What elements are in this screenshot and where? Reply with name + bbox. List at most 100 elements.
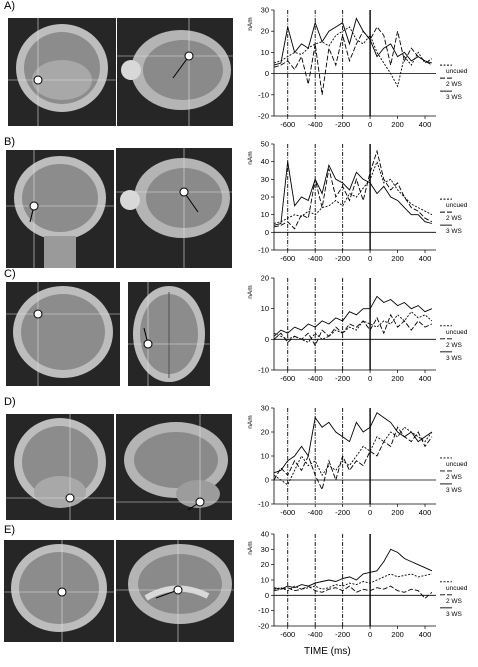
y-tick-label: -10 (258, 90, 269, 99)
x-tick-label: 200 (391, 630, 404, 639)
panel-c: C) -10 0 10 20 -600 -400 -200 0 200 400 nAm uncued 2… (0, 268, 478, 388)
series-line-uncued (273, 311, 433, 343)
y-tick-label: -10 (258, 606, 269, 615)
y-tick-label: 0 (265, 335, 269, 344)
y-unit-label: nAm (247, 541, 254, 554)
y-tick-label: 50 (261, 140, 269, 149)
x-tick-label: 200 (391, 254, 404, 263)
legend-label: 2 WS (446, 215, 463, 222)
panel-label: A) (4, 0, 15, 12)
y-tick-label: -10 (258, 246, 269, 255)
series-line-3-ws (273, 412, 433, 474)
panel-a: A) -20 -10 0 10 20 30 -600 -400 -200 0 200 400 nAm un… (0, 0, 478, 134)
legend-label: uncued (446, 202, 468, 209)
x-tick-label: 0 (368, 508, 372, 517)
x-tick-label: 0 (368, 254, 372, 263)
y-tick-label: 10 (261, 304, 269, 313)
x-tick-label: -600 (280, 508, 295, 517)
y-tick-label: 10 (261, 48, 269, 57)
series-line-2-ws (273, 26, 433, 95)
mri-coronal-image (6, 150, 114, 268)
y-tick-label: 20 (261, 193, 269, 202)
panel-label: B) (4, 136, 15, 148)
x-tick-label: -200 (335, 374, 350, 383)
legend-label: 2 WS (446, 342, 463, 349)
panel-label: E) (4, 524, 15, 536)
panel-label: D) (4, 396, 16, 408)
x-tick-label: -600 (280, 374, 295, 383)
legend-label: uncued (446, 329, 468, 336)
legend-label: 2 WS (446, 474, 463, 481)
y-tick-label: 40 (261, 530, 269, 539)
x-tick-label: 400 (419, 630, 432, 639)
legend-label: 3 WS (446, 228, 463, 235)
mri-sagittal-image (116, 148, 232, 268)
x-tick-label: -400 (308, 508, 323, 517)
legend-label: uncued (446, 68, 468, 75)
x-tick-label: 0 (368, 630, 372, 639)
series-line-2-ws (273, 149, 433, 230)
panel-e: E) -20 -10 0 10 20 30 40 -600 -400 -200 0 200 400 nAm… (0, 524, 478, 644)
series-line-2-ws (273, 585, 433, 600)
y-tick-label: 20 (261, 27, 269, 36)
x-tick-label: -200 (335, 508, 350, 517)
series-line-2-ws (273, 426, 433, 491)
mri-coronal-image (6, 282, 120, 386)
x-tick-label: -400 (308, 254, 323, 263)
y-tick-label: -20 (258, 622, 269, 631)
x-tick-label: -400 (308, 374, 323, 383)
mri-coronal-image (4, 540, 114, 642)
series-line-uncued (273, 573, 432, 592)
y-tick-label: 40 (261, 157, 269, 166)
panel-label: C) (4, 268, 16, 280)
series-line-3-ws (273, 17, 433, 66)
y-tick-label: 10 (261, 452, 269, 461)
mri-coronal-image (8, 18, 116, 126)
y-tick-label: 30 (261, 545, 269, 554)
y-tick-label: 0 (265, 476, 269, 485)
y-tick-label: 0 (265, 228, 269, 237)
x-tick-label: -200 (335, 120, 350, 129)
y-unit-label: nAm (247, 17, 254, 30)
y-tick-label: 0 (265, 69, 269, 78)
mri-axial-image (128, 282, 210, 386)
x-tick-label: -400 (308, 120, 323, 129)
y-tick-label: 0 (265, 591, 269, 600)
legend-label: uncued (446, 461, 468, 468)
legend-label: uncued (446, 585, 468, 592)
series-line-uncued (273, 26, 433, 88)
dipole-timecourse-chart: -20 -10 0 10 20 30 -600 -400 -200 0 200 400 nAm uncue… (247, 6, 468, 130)
x-tick-label: -200 (335, 254, 350, 263)
y-unit-label: nAm (247, 151, 254, 164)
y-tick-label: 20 (261, 274, 269, 283)
mri-coronal-image (6, 414, 114, 520)
x-tick-label: -600 (280, 254, 295, 263)
x-tick-label: 200 (391, 508, 404, 517)
x-tick-label: 400 (419, 374, 432, 383)
mri-sagittal-image (116, 414, 232, 520)
series-line-2-ws (273, 313, 433, 347)
legend-label: 2 WS (446, 598, 463, 605)
legend-label: 3 WS (446, 611, 463, 618)
x-tick-label: 0 (368, 374, 372, 383)
x-tick-label: -600 (280, 630, 295, 639)
series-line-3-ws (273, 161, 433, 226)
y-tick-label: 30 (261, 404, 269, 413)
y-tick-label: 10 (261, 210, 269, 219)
dipole-timecourse-chart: -10 0 10 20 30 -600 -400 -200 0 200 400 nAm uncued 2 … (247, 404, 468, 518)
y-tick-label: 20 (261, 428, 269, 437)
legend-label: 3 WS (446, 94, 463, 101)
x-tick-label: -400 (308, 630, 323, 639)
x-tick-label: -600 (280, 120, 295, 129)
dipole-timecourse-chart: -10 0 10 20 -600 -400 -200 0 200 400 nAm uncued 2 WS… (247, 274, 468, 384)
legend-label: 3 WS (446, 487, 463, 494)
x-tick-label: 200 (391, 120, 404, 129)
panel-d: D) -10 0 10 20 30 -600 -400 -200 0 200 400 nAm uncue… (0, 396, 478, 520)
y-tick-label: 30 (261, 175, 269, 184)
series-line-3-ws (273, 548, 433, 590)
dipole-timecourse-chart: -20 -10 0 10 20 30 40 -600 -400 -200 0 200 400 nAm unc… (247, 530, 468, 640)
dipole-timecourse-chart: -10 0 10 20 30 40 50 -600 -400 -200 0 200 400 nAm uncu… (247, 140, 468, 264)
y-tick-label: 20 (261, 560, 269, 569)
y-tick-label: 30 (261, 6, 269, 15)
legend-label: 3 WS (446, 355, 463, 362)
